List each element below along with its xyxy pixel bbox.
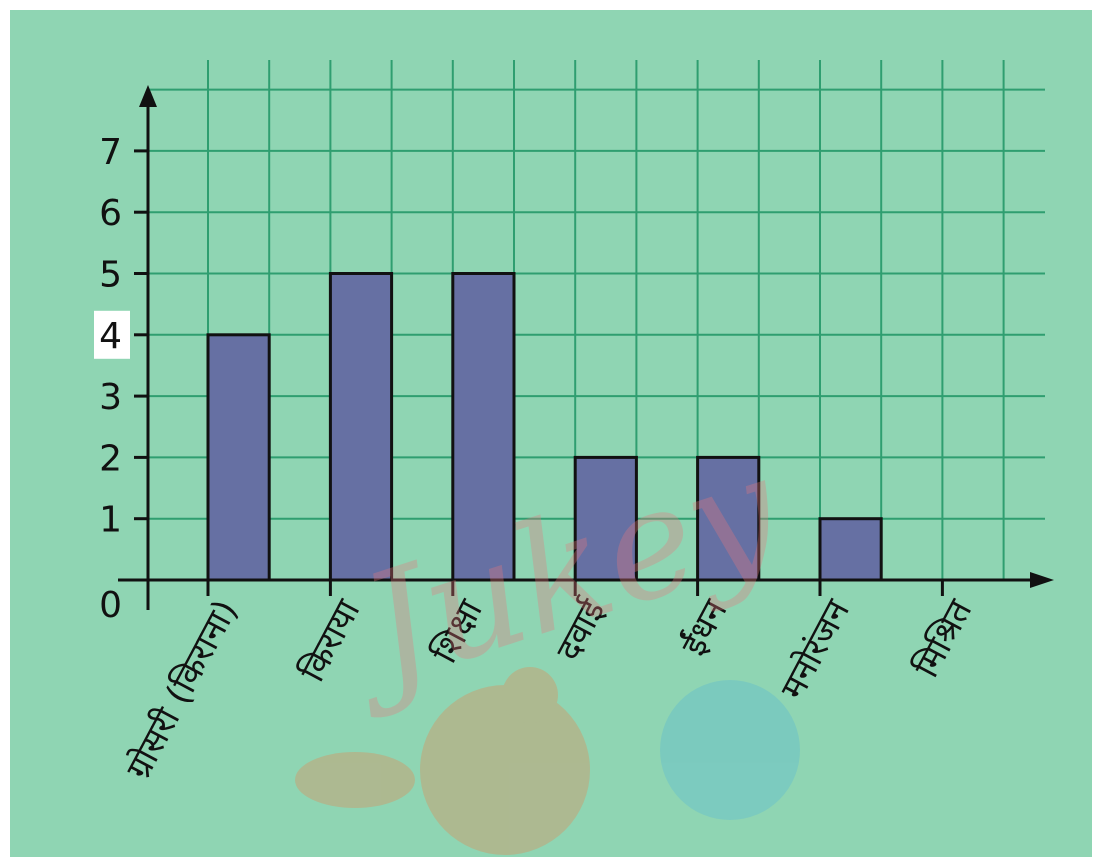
- watermark-blob: [420, 685, 590, 855]
- y-tick-label: 3: [99, 377, 122, 418]
- x-tick-label: किराया: [293, 592, 369, 688]
- y-tick-label: 1: [99, 500, 122, 541]
- axes: [118, 85, 1054, 610]
- x-axis-arrow: [1030, 572, 1054, 588]
- grid-lines: [148, 60, 1045, 580]
- y-tick-label: 2: [99, 438, 122, 479]
- bar: [696, 455, 761, 582]
- x-tick-label: मनोरंजन: [773, 592, 859, 705]
- x-tick-label: ग्रोसरी (किराना): [118, 593, 245, 785]
- y-tick-label: 5: [99, 255, 122, 296]
- origin-label: 0: [99, 585, 122, 626]
- bars: [206, 272, 883, 582]
- y-tick-labels: 1 2 3 4 5 6 7 0: [94, 132, 130, 626]
- y-tick-label: 7: [99, 132, 122, 173]
- watermark-blob: [295, 752, 415, 808]
- watermark-blob: [502, 667, 558, 723]
- bar: [206, 333, 271, 582]
- x-tick-label: मिश्रित: [907, 593, 981, 684]
- y-axis-arrow: [139, 85, 157, 107]
- tick-highlight-box: [94, 310, 130, 359]
- y-tick-label: 4: [99, 316, 122, 357]
- y-tick-label: 6: [99, 193, 122, 234]
- bar: [818, 517, 883, 582]
- watermark-blob: [660, 680, 800, 820]
- bar: [573, 455, 638, 582]
- bar: [328, 272, 394, 582]
